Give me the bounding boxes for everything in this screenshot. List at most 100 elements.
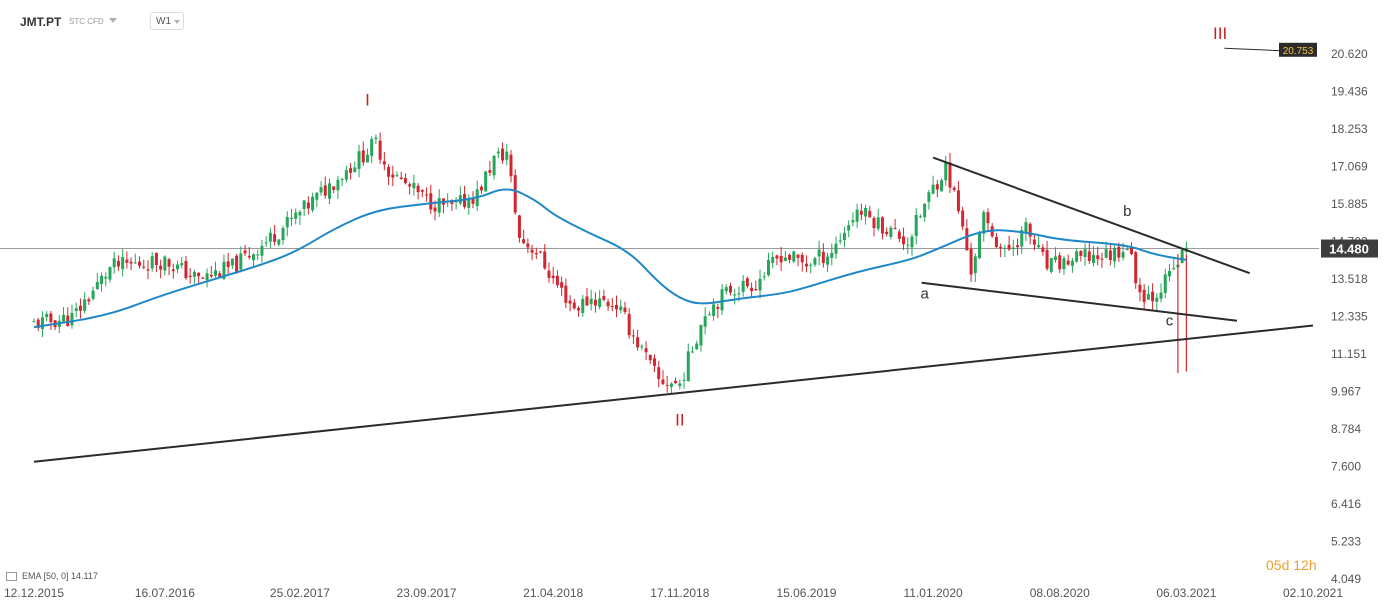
candle-body bbox=[648, 354, 652, 361]
candle bbox=[441, 198, 445, 214]
candle-body bbox=[340, 178, 344, 180]
candle-body bbox=[171, 269, 175, 272]
candle bbox=[530, 244, 534, 261]
candle-body bbox=[581, 298, 585, 314]
candle-body bbox=[176, 264, 180, 270]
candle-body bbox=[1041, 247, 1045, 252]
candle bbox=[792, 250, 796, 264]
candle bbox=[285, 211, 289, 237]
candle bbox=[716, 303, 720, 318]
candle bbox=[1045, 240, 1049, 271]
candle-body bbox=[416, 185, 420, 193]
candle-body bbox=[653, 358, 657, 366]
candle bbox=[809, 262, 813, 274]
candle bbox=[1113, 245, 1117, 268]
candle-body bbox=[640, 346, 644, 348]
candle bbox=[631, 329, 635, 344]
target-price-label: 20.753 bbox=[1279, 42, 1317, 57]
candle bbox=[332, 186, 336, 194]
candle bbox=[800, 252, 804, 272]
candle bbox=[176, 260, 180, 274]
candle-body bbox=[1032, 239, 1036, 245]
candle-body bbox=[906, 244, 910, 246]
y-tick-label: 4.049 bbox=[1331, 572, 1361, 586]
candle-body bbox=[62, 314, 66, 322]
candle bbox=[391, 165, 395, 187]
candle-body bbox=[1092, 254, 1096, 263]
candle bbox=[669, 382, 673, 394]
candle-body bbox=[766, 259, 770, 276]
candle-body bbox=[623, 307, 627, 312]
candle-body bbox=[344, 170, 348, 180]
candle-body bbox=[32, 321, 36, 323]
candle bbox=[214, 261, 218, 278]
candle bbox=[644, 341, 648, 361]
candle-body bbox=[1087, 251, 1091, 261]
candle bbox=[395, 171, 399, 177]
candle bbox=[1184, 241, 1188, 254]
candle bbox=[70, 304, 74, 329]
candle-body bbox=[201, 277, 205, 279]
candle-body bbox=[868, 210, 872, 218]
candle bbox=[425, 187, 429, 202]
chevron-down-icon[interactable] bbox=[109, 18, 117, 23]
candle-body bbox=[399, 177, 403, 179]
candle bbox=[192, 269, 196, 284]
candle-body bbox=[289, 217, 293, 219]
symbol-label[interactable]: JMT.PT bbox=[20, 15, 62, 29]
candle bbox=[1058, 252, 1062, 273]
candle-body bbox=[842, 232, 846, 240]
candle bbox=[610, 297, 614, 312]
candle bbox=[771, 251, 775, 269]
candle-body bbox=[809, 264, 813, 266]
candle bbox=[935, 179, 939, 198]
last-price-box bbox=[1321, 239, 1378, 258]
candle-body bbox=[737, 293, 741, 295]
candle-body bbox=[864, 207, 868, 217]
candle bbox=[370, 136, 374, 164]
candle bbox=[910, 234, 914, 256]
candle-body bbox=[218, 273, 222, 278]
candle bbox=[636, 329, 640, 351]
candle-body bbox=[986, 212, 990, 224]
candle bbox=[539, 250, 543, 254]
candle-body bbox=[754, 289, 758, 291]
target-price-box bbox=[1279, 42, 1317, 57]
candle-body bbox=[277, 239, 281, 245]
candle-body bbox=[690, 351, 694, 353]
candle bbox=[1007, 235, 1011, 252]
candle-body bbox=[513, 175, 517, 213]
y-tick-label: 19.436 bbox=[1331, 85, 1368, 99]
y-tick-label: 15.885 bbox=[1331, 197, 1368, 211]
candle-body bbox=[931, 184, 935, 194]
candle-body bbox=[1104, 248, 1108, 258]
candle-body bbox=[1062, 258, 1066, 270]
candle-body bbox=[95, 281, 99, 290]
x-axis: 12.12.2015 16.07.2016 25.02.2017 23.09.2017… bbox=[4, 586, 1343, 600]
candle bbox=[1020, 226, 1024, 254]
candle-body bbox=[830, 252, 834, 258]
timeframe-selector[interactable]: W1 bbox=[150, 12, 184, 30]
candle bbox=[948, 152, 952, 194]
candle bbox=[1155, 293, 1159, 312]
candle-body bbox=[1024, 222, 1028, 233]
indicator-legend[interactable]: EMA [50, 0] 14.117 bbox=[6, 571, 98, 582]
candle bbox=[412, 174, 416, 196]
x-tick-label: 23.09.2017 bbox=[397, 586, 457, 600]
candle bbox=[661, 370, 665, 386]
candle bbox=[327, 178, 331, 204]
candle bbox=[1032, 234, 1036, 251]
candle-body bbox=[374, 137, 378, 140]
candle bbox=[163, 255, 167, 276]
candle bbox=[551, 266, 555, 284]
candle-body bbox=[108, 267, 112, 280]
candle-body bbox=[788, 254, 792, 260]
candle-body bbox=[914, 214, 918, 236]
candle-body bbox=[927, 192, 931, 202]
candle-body bbox=[1045, 249, 1049, 269]
candle bbox=[522, 229, 526, 245]
candle bbox=[281, 225, 285, 245]
candle-body bbox=[49, 313, 53, 323]
candle bbox=[851, 212, 855, 227]
